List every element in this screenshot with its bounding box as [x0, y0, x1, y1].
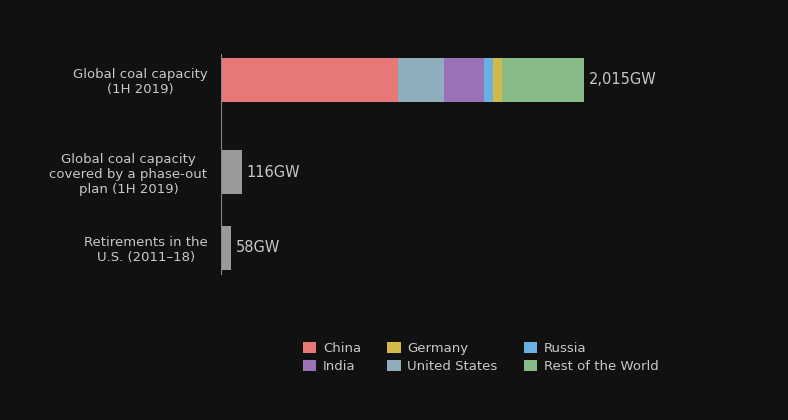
Bar [492, 58, 502, 102]
Bar [484, 58, 492, 102]
Legend: China, India, Germany, United States, Russia, Rest of the World: China, India, Germany, United States, Ru… [303, 342, 658, 373]
Bar [221, 58, 397, 102]
Bar [397, 58, 444, 102]
Bar [502, 58, 585, 102]
Bar [444, 58, 484, 102]
Bar [221, 150, 242, 194]
Text: 2,015GW: 2,015GW [589, 72, 656, 87]
Bar [221, 226, 231, 270]
Text: 116GW: 116GW [246, 165, 299, 180]
Text: 58GW: 58GW [236, 240, 280, 255]
